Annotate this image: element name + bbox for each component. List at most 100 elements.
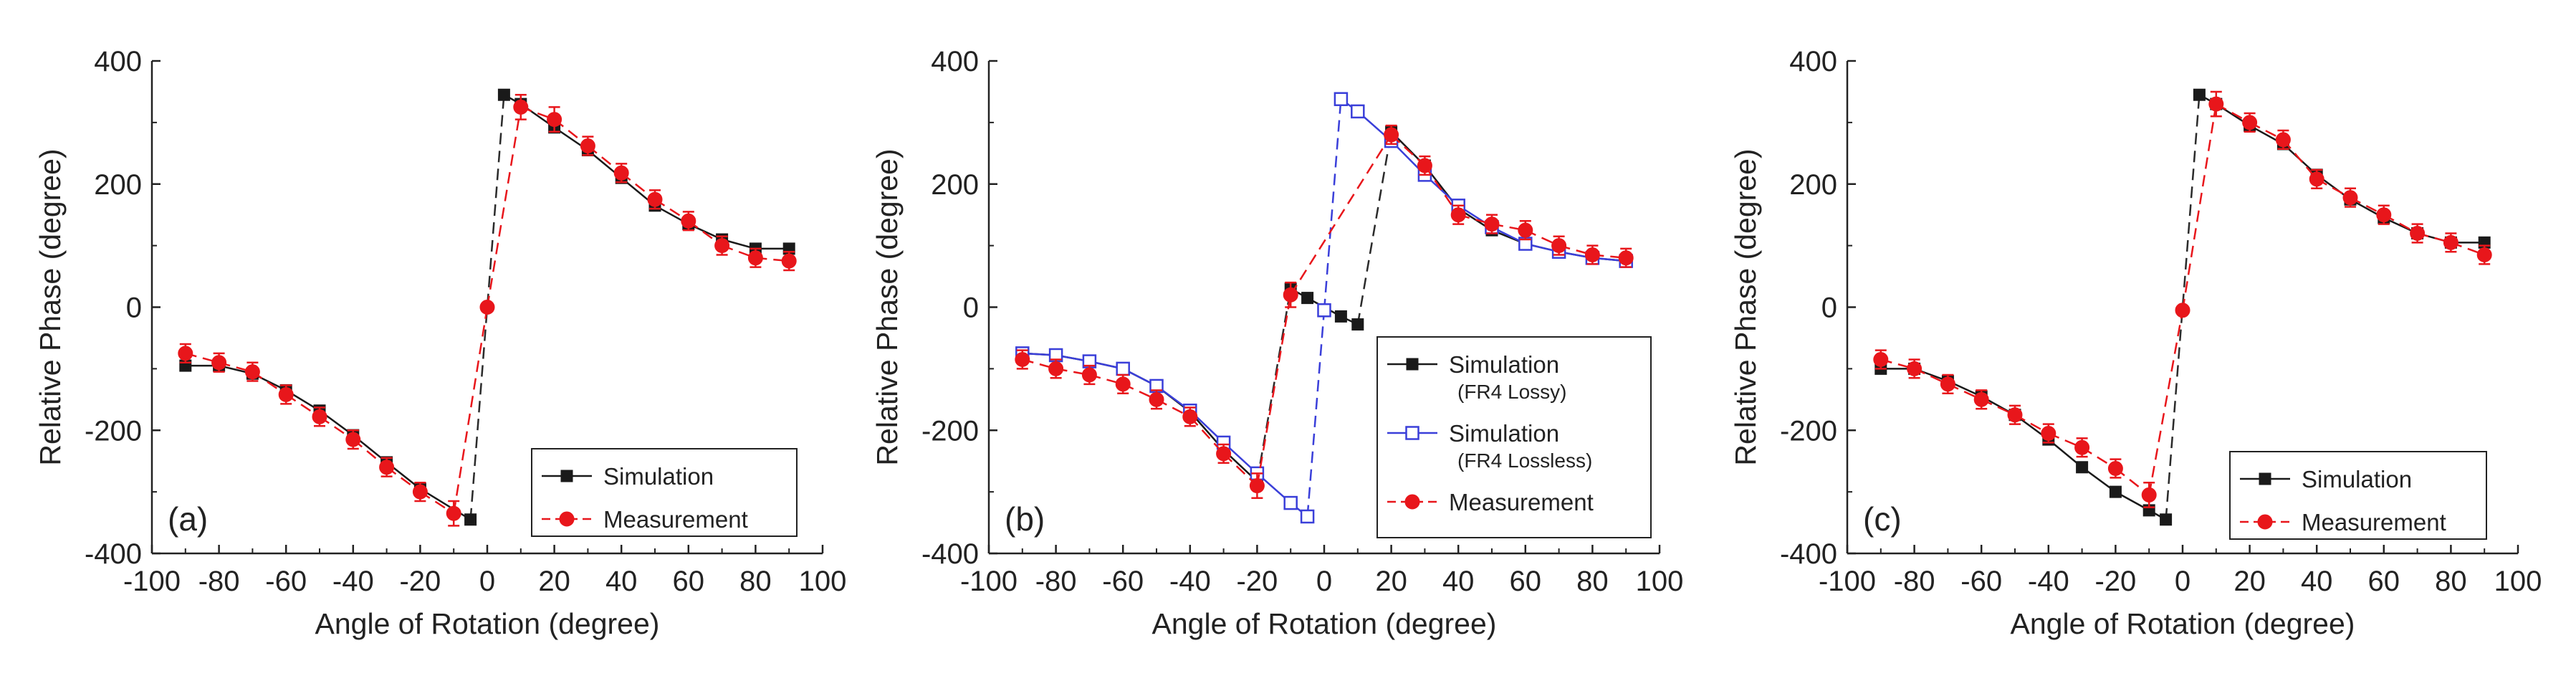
data-point [497,88,510,101]
data-point [278,386,294,402]
data-point [2107,460,2123,476]
data-point [2141,487,2157,503]
x-tick-label: -100 [960,566,1018,597]
data-point [1149,391,1164,407]
data-point [1940,376,1955,392]
legend-marker [1404,494,1420,510]
data-point [1301,292,1314,305]
legend-label: Measurement [603,506,748,533]
series-line-segment [1256,288,1292,482]
data-point [1317,303,1331,318]
data-point [2074,439,2090,455]
series-line-segment [2282,139,2318,180]
panel-label: (a) [168,500,208,538]
y-tick-label: 0 [1821,292,1837,324]
x-tick-label: 80 [1576,566,1609,597]
x-tick-label: -80 [1035,566,1077,597]
data-point [2443,234,2458,250]
legend-marker [2257,514,2273,530]
data-point [1182,409,1198,424]
data-point [747,250,763,266]
y-tick-label: 400 [94,46,142,77]
series-line-segment [486,107,522,308]
data-point [1551,238,1567,254]
data-point [2041,426,2057,442]
data-point [446,505,461,521]
x-tick-label: -20 [2094,566,2136,597]
x-axis-title: Angle of Rotation (degree) [2011,607,2355,640]
x-tick-label: -40 [332,566,374,597]
y-tick-label: -400 [85,538,142,570]
data-point [1283,287,1298,303]
data-point [2109,485,2122,498]
legend-sublabel: (FR4 Lossy) [1457,381,1566,403]
series-line-segment [1390,134,1426,166]
y-tick-label: 200 [931,169,979,201]
x-tick-label: -60 [1960,566,2002,597]
panel-label: (b) [1005,500,1045,538]
data-point [345,432,361,447]
x-tick-label: -60 [1102,566,1144,597]
x-tick-label: -80 [198,566,240,597]
data-point [1417,158,1432,173]
series-line-segment [1222,452,1258,487]
x-tick-label: 60 [2368,566,2400,597]
x-tick-label: -20 [1236,566,1278,597]
data-point [464,513,477,526]
x-tick-label: -40 [2028,566,2069,597]
legend-label: Simulation [2302,466,2412,492]
data-point [2410,225,2426,241]
data-point [1300,509,1315,524]
data-point [613,165,629,181]
x-tick-label: 60 [1510,566,1542,597]
y-axis-title: Relative Phase (degree) [1729,148,1762,465]
series-line-segment [1306,310,1326,517]
data-point [547,112,562,128]
data-point [2242,115,2258,130]
x-tick-label: 20 [538,566,570,597]
series-line-segment [1356,131,1392,325]
y-tick-label: -400 [1780,538,1837,570]
x-tick-label: 40 [1442,566,1475,597]
data-point [1116,361,1130,376]
data-point [714,238,730,254]
legend-label: Measurement [2302,509,2446,535]
x-tick-label: -20 [399,566,441,597]
x-tick-label: 100 [799,566,847,597]
y-tick-label: -200 [1780,415,1837,447]
series-line-segment [419,487,471,520]
data-point [379,460,395,475]
y-tick-label: 400 [1789,46,1837,77]
x-tick-label: 100 [2494,566,2542,597]
panel-label: (c) [1863,500,1902,538]
data-point [2160,513,2173,526]
x-tick-label: 40 [2301,566,2333,597]
x-tick-label: -60 [265,566,307,597]
x-tick-label: -40 [1169,566,1211,597]
x-tick-label: 80 [2435,566,2467,597]
data-point [1484,216,1500,232]
data-point [2275,132,2291,148]
series-line-segment [1189,416,1225,454]
y-tick-label: -200 [85,415,142,447]
data-point [1873,351,1889,367]
data-point [2309,171,2324,187]
x-tick-label: 0 [2175,566,2190,597]
data-point [1518,222,1533,238]
y-tick-label: 400 [931,46,979,77]
x-tick-label: 0 [479,566,495,597]
data-point [178,346,193,361]
data-point [1351,318,1364,331]
y-axis-title: Relative Phase (degree) [34,148,67,465]
x-axis-title: Angle of Rotation (degree) [1152,607,1497,640]
legend-box [2229,451,2487,540]
x-tick-label: -100 [123,566,181,597]
legend-marker [1406,358,1419,371]
x-tick-label: 0 [1316,566,1332,597]
x-tick-label: 100 [1636,566,1684,597]
data-point [647,191,663,207]
x-tick-label: 20 [2233,566,2266,597]
data-point [1081,367,1097,383]
data-point [1283,495,1298,510]
